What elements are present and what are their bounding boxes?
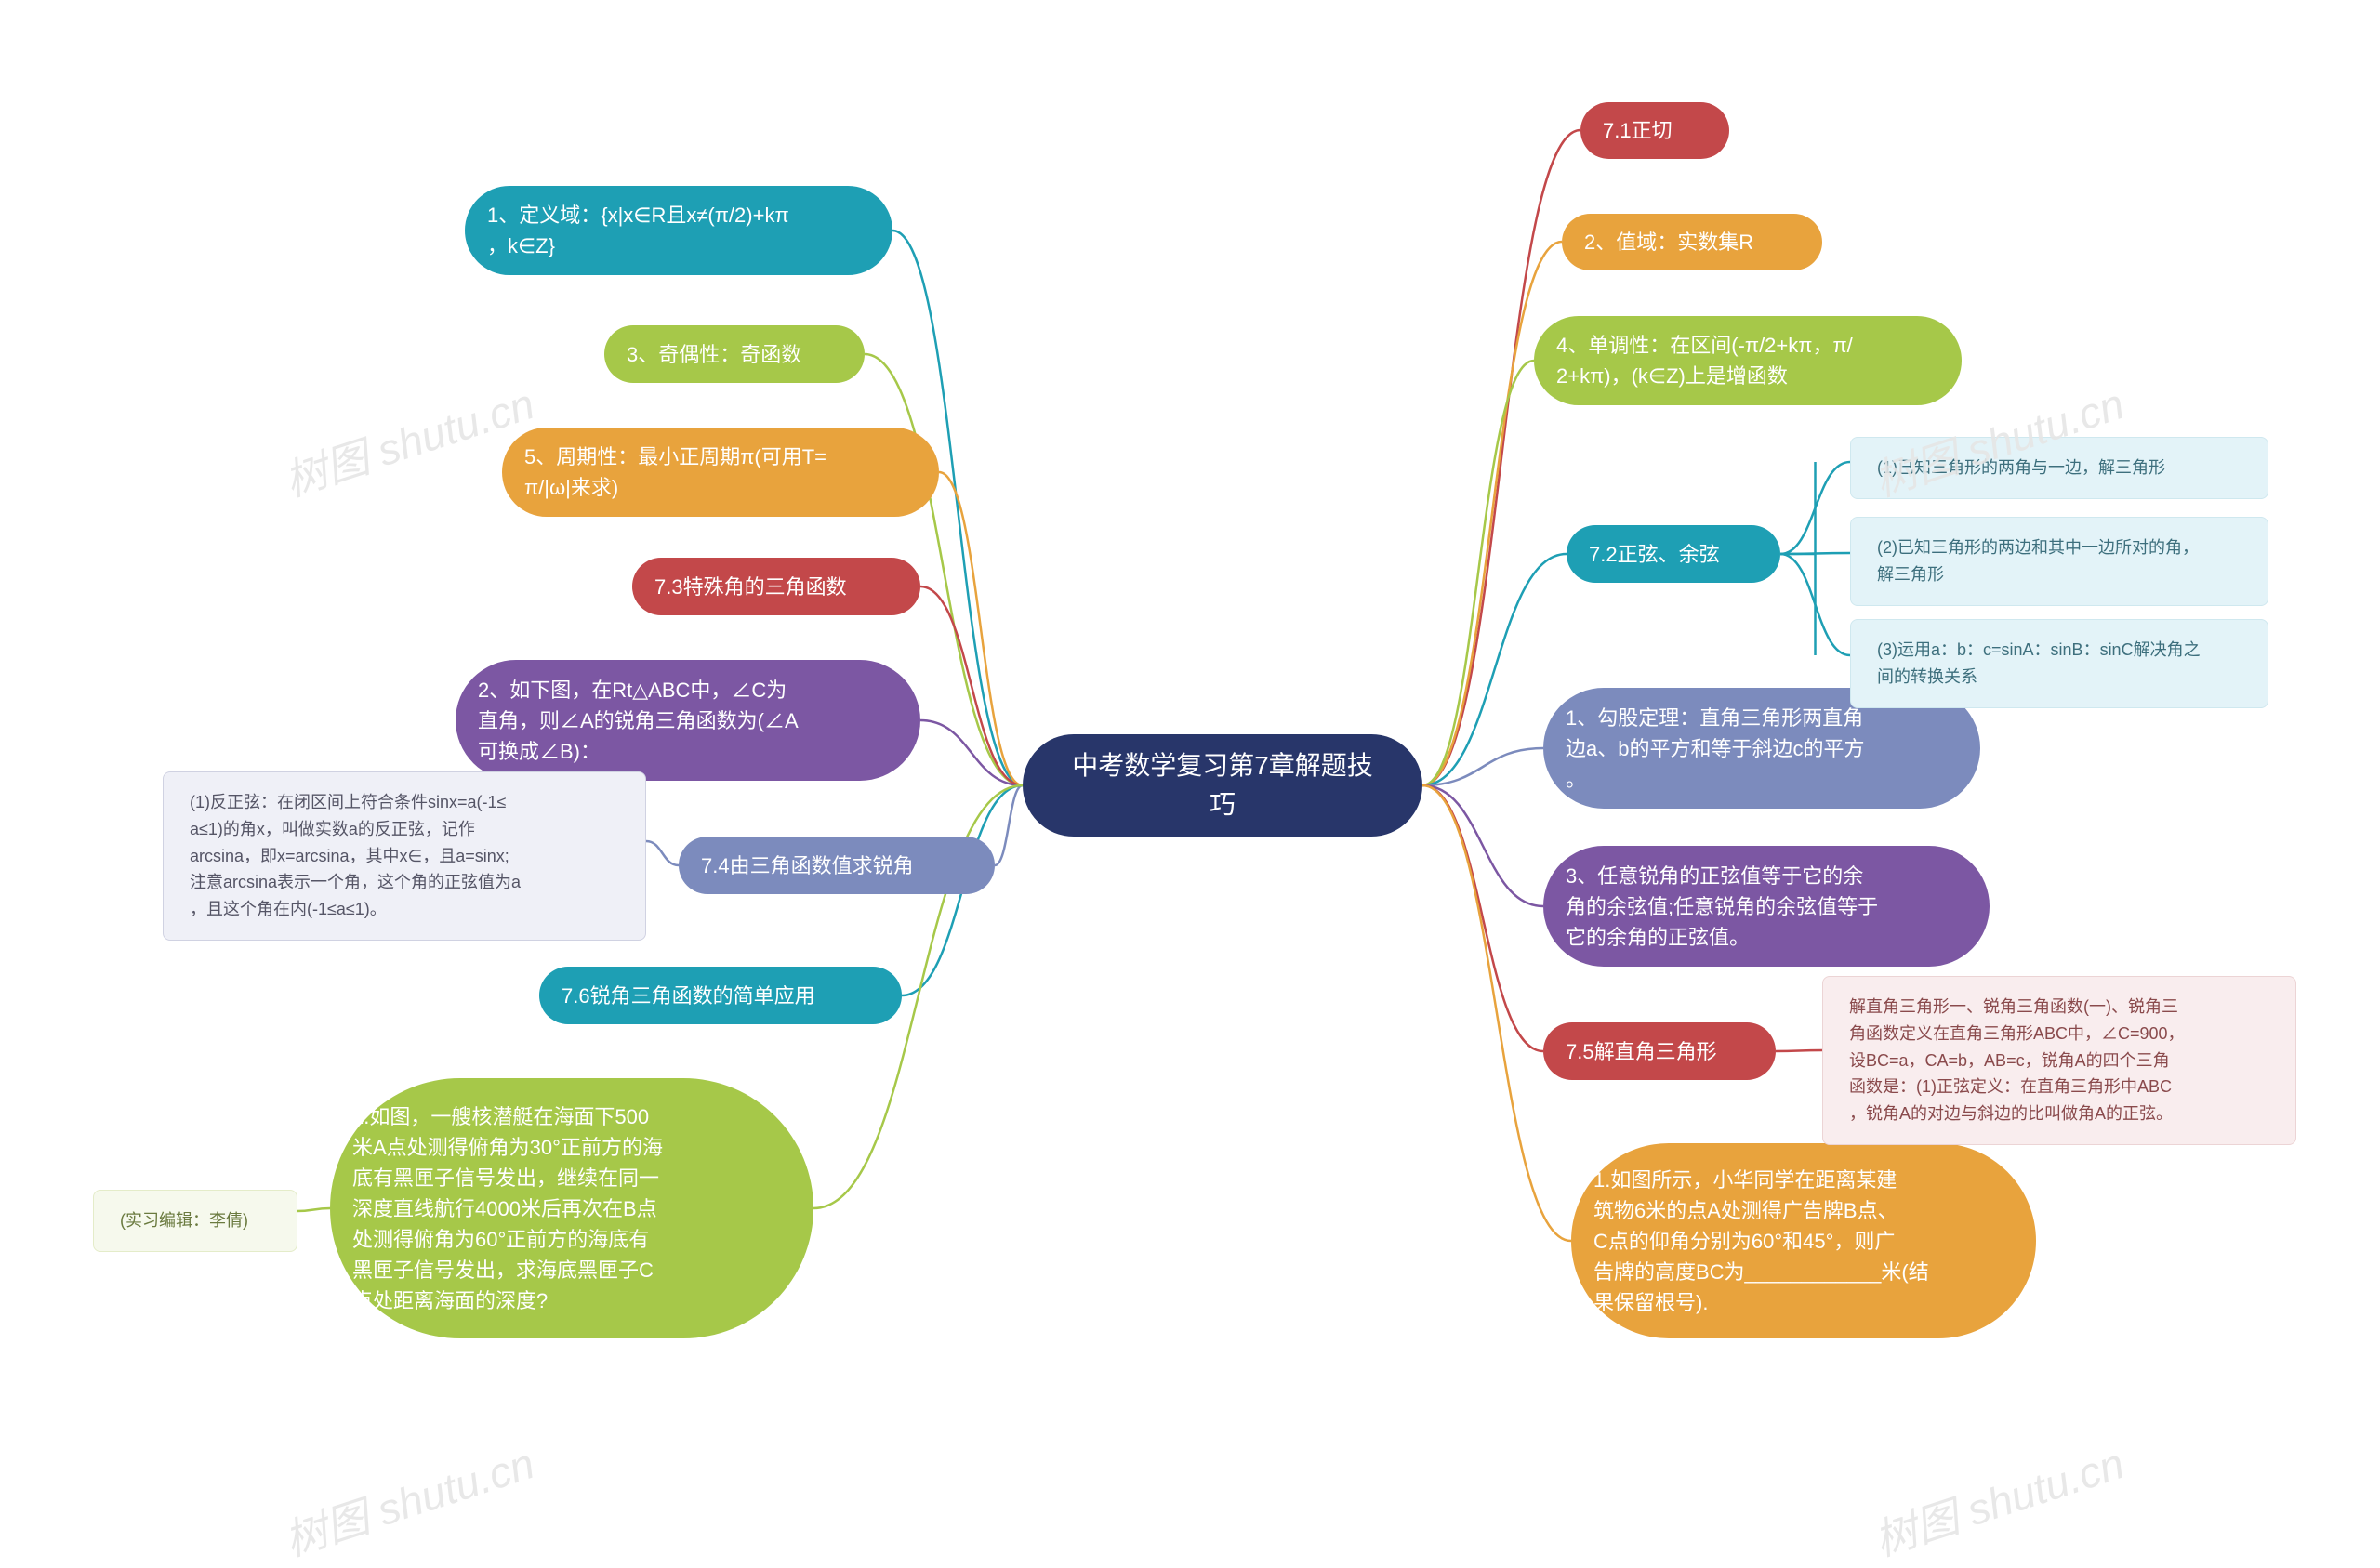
edge [646, 841, 679, 865]
edge [1422, 242, 1562, 785]
edge [1780, 553, 1850, 554]
edge [1422, 785, 1543, 1051]
mindmap-node: 2.如图，一艘核潜艇在海面下500 米A点处测得俯角为30°正前方的海 底有黑匣… [330, 1078, 813, 1338]
edge [920, 720, 1023, 785]
mindmap-node: 3、任意锐角的正弦值等于它的余 角的余弦值;任意锐角的余弦值等于 它的余角的正弦… [1543, 846, 1990, 967]
watermark: 树图 shutu.cn [1866, 1430, 2131, 1568]
edge [1422, 748, 1543, 785]
mindmap-node: 解直角三角形一、锐角三角函数(一)、锐角三 角函数定义在直角三角形ABC中，∠C… [1822, 976, 2296, 1145]
mindmap-node: 1.如图所示，小华同学在距离某建 筑物6米的点A处测得广告牌B点、 C点的仰角分… [1571, 1143, 2036, 1338]
edge [1780, 554, 1850, 655]
mindmap-node: (1)已知三角形的两角与一边，解三角形 [1850, 437, 2268, 499]
mindmap-node: 7.2正弦、余弦 [1567, 525, 1780, 583]
mindmap-node: (2)已知三角形的两边和其中一边所对的角， 解三角形 [1850, 517, 2268, 606]
edge [995, 785, 1023, 865]
edge [1422, 785, 1543, 906]
mindmap-node: 7.5解直角三角形 [1543, 1022, 1776, 1080]
mindmap-node: 7.4由三角函数值求锐角 [679, 837, 995, 894]
center-node: 中考数学复习第7章解题技 巧 [1023, 734, 1422, 837]
edge [920, 586, 1023, 785]
edge [939, 472, 1023, 785]
mindmap-node: 2、如下图，在Rt△ABC中，∠C为 直角，则∠A的锐角三角函数为(∠A 可换成… [456, 660, 920, 781]
mindmap-node: 4、单调性：在区间(-π/2+kπ，π/ 2+kπ)，(k∈Z)上是增函数 [1534, 316, 1962, 405]
mindmap-node: (1)反正弦：在闭区间上符合条件sinx=a(-1≤ a≤1)的角x，叫做实数a… [163, 771, 646, 941]
edge [1422, 785, 1571, 1241]
mindmap-node: 7.6锐角三角函数的简单应用 [539, 967, 902, 1024]
edge [1776, 1050, 1822, 1051]
mindmap-node: (3)运用a：b：c=sinA：sinB：sinC解决角之 间的转换关系 [1850, 619, 2268, 708]
edge [1422, 130, 1580, 785]
mindmap-node: 3、奇偶性：奇函数 [604, 325, 865, 383]
watermark: 树图 shutu.cn [276, 371, 541, 509]
mindmap-node: 5、周期性：最小正周期π(可用T= π/|ω|来求) [502, 428, 939, 517]
mindmap-node: (实习编辑：李倩) [93, 1190, 298, 1252]
mindmap-node: 2、值域：实数集R [1562, 214, 1822, 270]
mindmap-node: 1、定义域：{x|x∈R且x≠(π/2)+kπ ，k∈Z} [465, 186, 892, 275]
edge [1780, 462, 1850, 554]
mindmap-node: 7.1正切 [1580, 102, 1729, 159]
edge [298, 1208, 330, 1211]
watermark: 树图 shutu.cn [276, 1430, 541, 1568]
mindmap-node: 7.3特殊角的三角函数 [632, 558, 920, 615]
edge [1422, 361, 1534, 785]
